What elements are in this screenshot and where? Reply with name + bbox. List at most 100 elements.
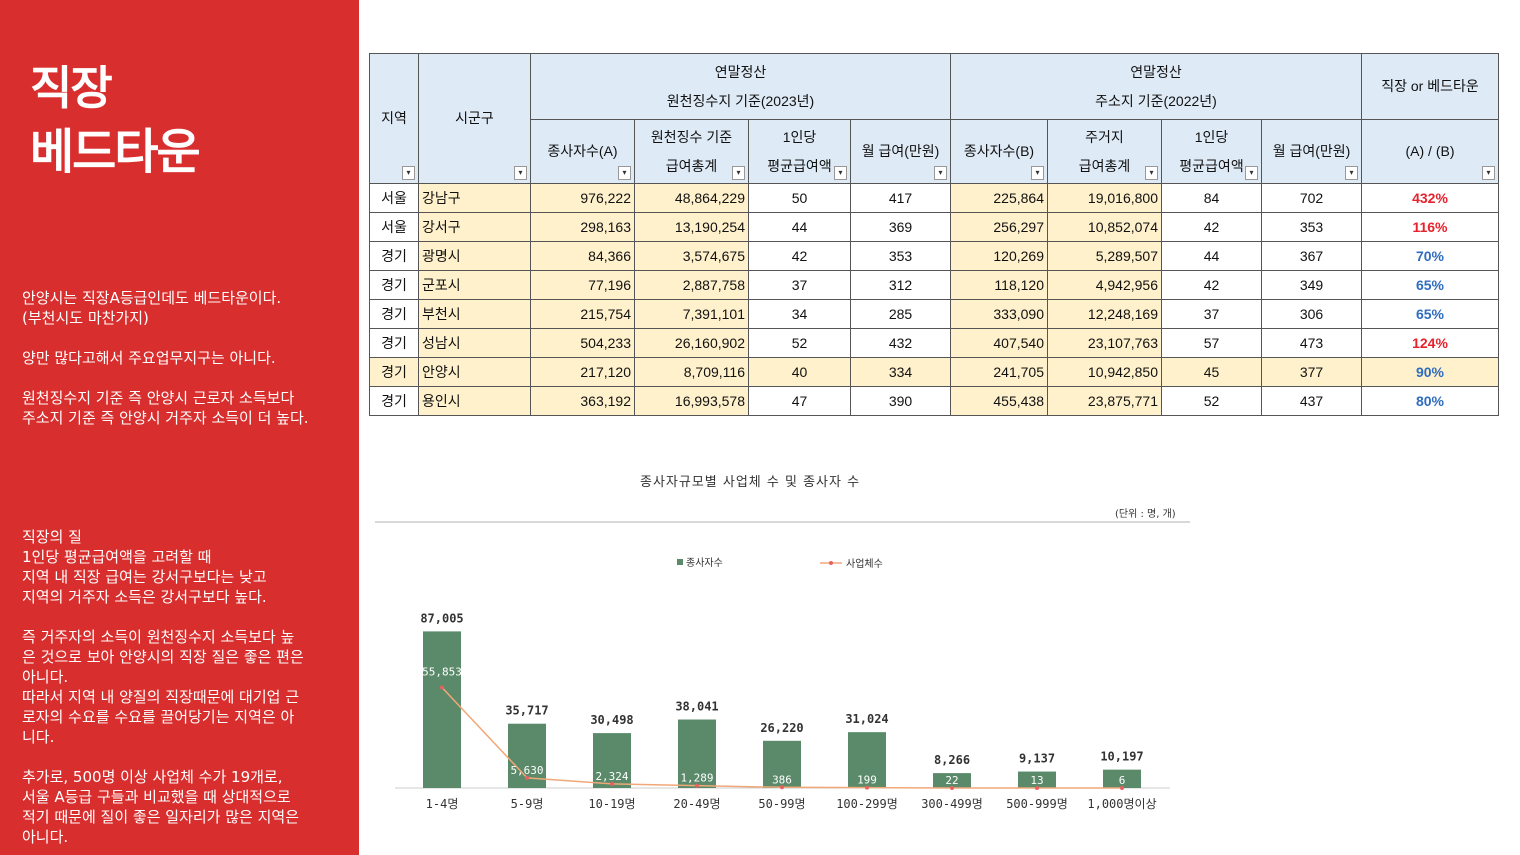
filter-dropdown-icon[interactable]: ▾ [1345,166,1358,180]
line-point [865,785,869,790]
filter-dropdown-icon[interactable]: ▾ [1145,166,1158,180]
line-data-label: 386 [772,773,792,786]
establishment-chart: 종사자수 사업체수 87,005 1-4명 35,717 5-9명 30,498 10-19명… [375,521,1190,811]
bar-data-label: 9,137 [1019,752,1055,766]
bar-data-label: 8,266 [934,753,970,767]
cell-value: 432 [850,328,951,358]
cell-value: 84,366 [530,241,635,271]
filter-dropdown-icon[interactable]: ▾ [934,166,947,180]
cell-district: 군포시 [418,270,531,300]
cell-value: 8,709,116 [634,357,749,387]
cell-region: 경기 [369,328,419,358]
cell-value: 4,942,956 [1047,270,1162,300]
cell-value: 84 [1161,183,1262,213]
cell-value: 256,297 [950,212,1048,242]
filter-dropdown-icon[interactable]: ▾ [1245,166,1258,180]
cell-region: 경기 [369,241,419,271]
cell-region: 서울 [369,183,419,213]
cell-value: 349 [1261,270,1362,300]
cell-value: 34 [748,299,851,329]
filter-dropdown-icon[interactable]: ▾ [1031,166,1044,180]
table-row: 서울 강서구 298,163 13,190,254 44 369 256,297 10,852… [369,212,1499,242]
bar-data-label: 10,197 [1100,750,1143,764]
header-sub-0: 종사자수(A) ▾ [530,119,635,184]
cell-district: 안양시 [418,357,531,387]
cell-value: 367 [1261,241,1362,271]
line-data-label: 22 [945,774,958,787]
legend-label-bars: 종사자수 [686,557,723,569]
filter-dropdown-icon[interactable]: ▾ [732,166,745,180]
header-sub-8: (A) / (B) ▾ [1361,119,1499,184]
cell-value: 215,754 [530,299,635,329]
line-point [440,685,444,690]
cell-value: 44 [748,212,851,242]
filter-active-icon[interactable]: ▾ [514,166,527,180]
bar-data-label: 35,717 [505,704,548,718]
cell-value: 417 [850,183,951,213]
x-tick-label: 50-99명 [758,797,805,811]
line-point [780,785,784,790]
cell-value: 312 [850,270,951,300]
cell-ratio: 80% [1361,386,1499,416]
cell-value: 7,391,101 [634,299,749,329]
cell-value: 77,196 [530,270,635,300]
filter-dropdown-icon[interactable]: ▾ [618,166,631,180]
header-sub-7: 월 급여(만원) ▾ [1261,119,1362,184]
line-point [610,781,614,786]
cell-ratio: 70% [1361,241,1499,271]
filter-dropdown-icon[interactable]: ▾ [402,166,415,180]
bar-data-label: 30,498 [590,713,633,727]
filter-dropdown-icon[interactable]: ▾ [1482,166,1495,180]
cell-region: 경기 [369,386,419,416]
header-district: 시군구 ▾ [418,53,531,184]
cell-value: 333,090 [950,299,1048,329]
line-point [950,785,954,790]
header-sub-1: 원천징수 기준 급여총계 ▾ [634,119,749,184]
bar [763,740,801,788]
bar [423,631,461,788]
cell-value: 47 [748,386,851,416]
cell-value: 44 [1161,241,1262,271]
cell-value: 42 [1161,212,1262,242]
cell-district: 용인시 [418,386,531,416]
cell-value: 45 [1161,357,1262,387]
cell-value: 504,233 [530,328,635,358]
header-sub-4: 종사자수(B) ▾ [950,119,1048,184]
x-tick-label: 500-999명 [1006,797,1068,811]
page-title-line1: 직장 [30,61,113,115]
header-withholding-group: 연말정산 원천징수지 기준(2023년) [530,53,951,120]
x-tick-label: 100-299명 [836,797,898,811]
x-tick-label: 300-499명 [921,797,983,811]
cell-value: 10,852,074 [1047,212,1162,242]
table-row: 경기 용인시 363,192 16,993,578 47 390 455,438 23,875… [369,386,1499,416]
cell-value: 12,248,169 [1047,299,1162,329]
cell-value: 455,438 [950,386,1048,416]
cell-region: 경기 [369,270,419,300]
cell-ratio: 90% [1361,357,1499,387]
cell-value: 407,540 [950,328,1048,358]
cell-value: 702 [1261,183,1362,213]
cell-value: 13,190,254 [634,212,749,242]
line-data-label: 13 [1030,774,1043,787]
bar-data-label: 26,220 [760,721,803,735]
line-data-label: 2,324 [595,770,628,783]
filter-dropdown-icon[interactable]: ▾ [834,166,847,180]
cell-region: 경기 [369,357,419,387]
table-row: 서울 강남구 976,222 48,864,229 50 417 225,864 19,016… [369,183,1499,213]
table-row: 경기 광명시 84,366 3,574,675 42 353 120,269 5,289,50… [369,241,1499,271]
bar [933,773,971,788]
bar [1018,771,1056,788]
cell-value: 16,993,578 [634,386,749,416]
bar [678,719,716,788]
cell-value: 118,120 [950,270,1048,300]
x-tick-label: 10-19명 [588,797,635,811]
description-summary: 안양시는 직장A등급인데도 베드타운이다. (부천시도 마찬가지) 양만 많다고… [22,289,309,427]
cell-value: 473 [1261,328,1362,358]
header-address-group: 연말정산 주소지 기준(2022년) [950,53,1362,120]
income-table: 지역 ▾ 시군구 ▾ 연말정산 원천징수지 기준(2023년) 연말정산 주소지 기… [369,53,1499,416]
cell-district: 광명시 [418,241,531,271]
cell-value: 57 [1161,328,1262,358]
cell-value: 42 [748,241,851,271]
cell-ratio: 116% [1361,212,1499,242]
legend-swatch-bars [677,559,683,565]
